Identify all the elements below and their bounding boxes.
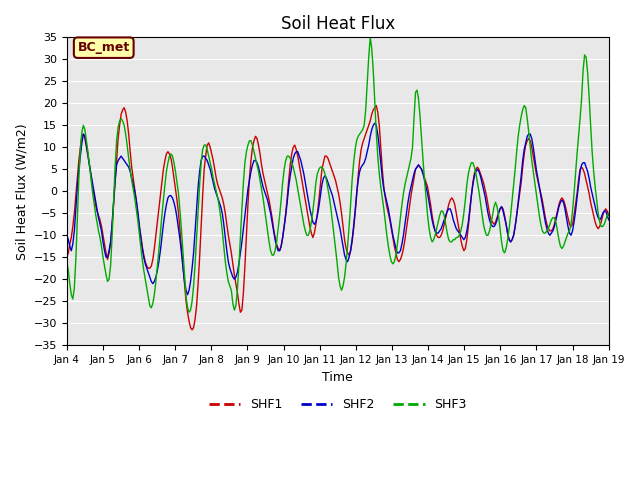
SHF2 (578, 162, 586, 168)
SHF3 (226, 283, 234, 289)
Y-axis label: Soil Heat Flux (W/m2): Soil Heat Flux (W/m2) (15, 123, 28, 260)
SHF3 (244, 142, 252, 148)
SHF3 (366, 35, 374, 40)
Legend: SHF1, SHF2, SHF3: SHF1, SHF2, SHF3 (204, 393, 472, 416)
SHF2 (129, 182, 137, 188)
Text: BC_met: BC_met (77, 41, 130, 54)
SHF1 (226, 241, 234, 247)
SHF2 (63, 232, 70, 238)
Line: SHF2: SHF2 (67, 123, 609, 295)
SHF2 (301, 180, 309, 185)
SHF3 (605, 210, 612, 216)
Title: Soil Heat Flux: Soil Heat Flux (280, 15, 395, 33)
SHF1 (188, 327, 196, 333)
SHF2 (184, 292, 191, 298)
SHF1 (63, 254, 70, 260)
SHF3 (301, 228, 309, 234)
SHF2 (371, 120, 379, 126)
SHF3 (578, 96, 586, 102)
SHF3 (63, 259, 70, 264)
Line: SHF1: SHF1 (67, 106, 609, 330)
SHF1 (372, 103, 380, 108)
SHF2 (605, 217, 612, 223)
SHF2 (226, 265, 234, 271)
X-axis label: Time: Time (323, 371, 353, 384)
SHF1 (301, 197, 309, 203)
SHF3 (185, 310, 193, 315)
SHF1 (605, 213, 612, 218)
SHF1 (578, 164, 586, 170)
SHF1 (129, 175, 137, 181)
SHF3 (129, 186, 137, 192)
SHF1 (244, 202, 252, 207)
SHF2 (253, 160, 261, 166)
SHF2 (244, 186, 252, 192)
Line: SHF3: SHF3 (67, 37, 609, 312)
SHF3 (253, 162, 261, 168)
SHF1 (253, 136, 261, 142)
